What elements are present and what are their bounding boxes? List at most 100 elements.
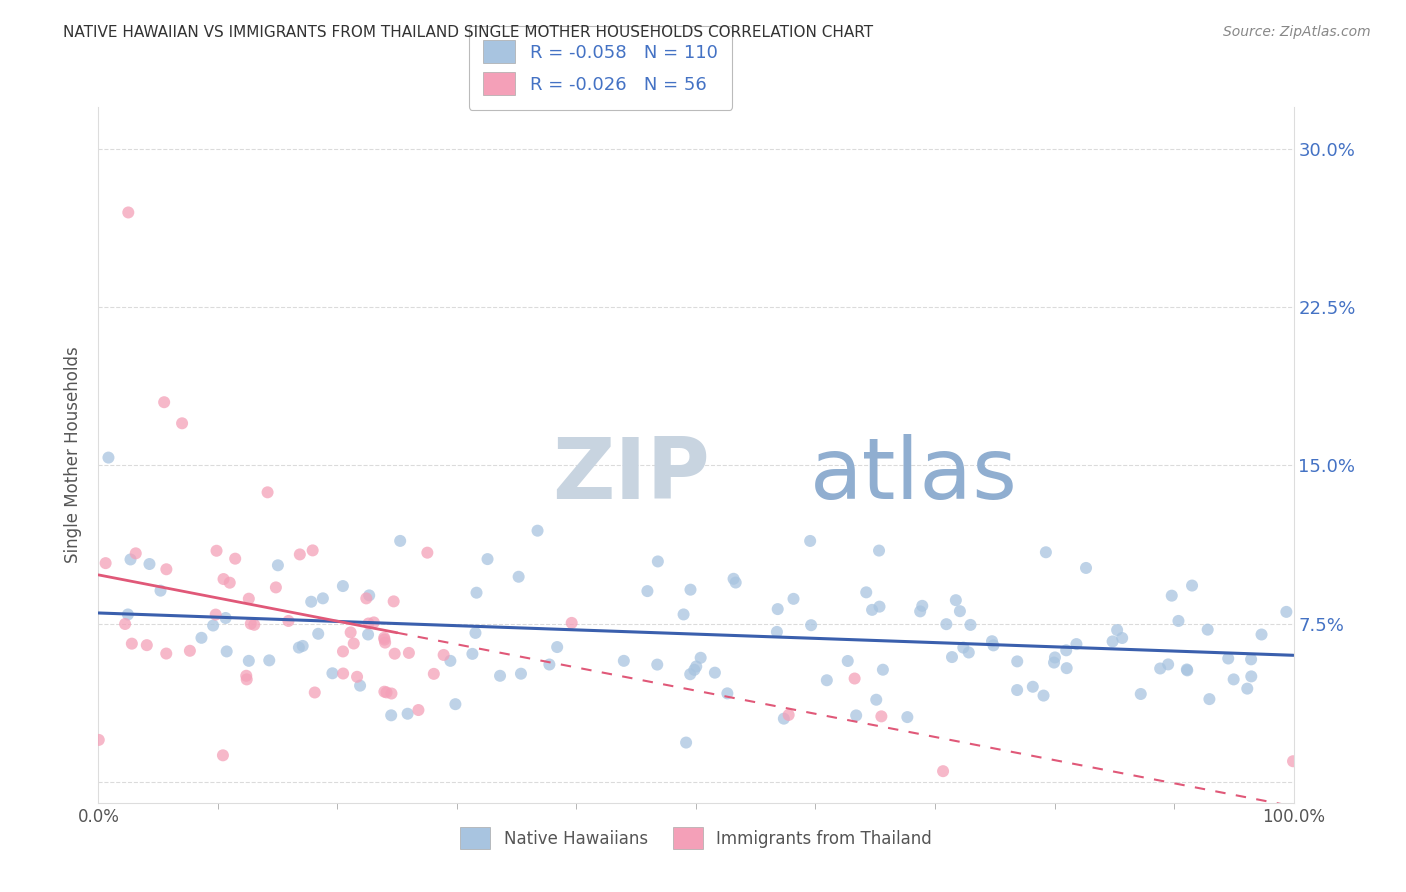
Point: [356, 591, 378, 606]
Point: [389, 533, 412, 548]
Point: [561, 615, 583, 630]
Point: [396, 706, 419, 721]
Point: [959, 618, 981, 632]
Point: [343, 636, 366, 650]
Point: [444, 697, 467, 711]
Point: [1236, 681, 1258, 696]
Point: [773, 712, 796, 726]
Point: [312, 591, 335, 606]
Point: [778, 708, 800, 723]
Point: [1197, 623, 1219, 637]
Point: [357, 627, 380, 641]
Point: [332, 579, 354, 593]
Point: [679, 582, 702, 597]
Point: [689, 650, 711, 665]
Point: [373, 632, 395, 647]
Point: [212, 572, 235, 586]
Point: [384, 647, 406, 661]
Point: [423, 666, 446, 681]
Point: [339, 625, 361, 640]
Point: [190, 631, 212, 645]
Point: [301, 543, 323, 558]
Point: [332, 644, 354, 658]
Point: [941, 650, 963, 665]
Point: [1022, 680, 1045, 694]
Point: [647, 554, 669, 568]
Point: [860, 603, 883, 617]
Point: [461, 647, 484, 661]
Point: [952, 640, 974, 655]
Point: [267, 558, 290, 573]
Point: [766, 624, 789, 639]
Point: [1054, 643, 1077, 657]
Point: [1043, 656, 1066, 670]
Point: [205, 543, 228, 558]
Point: [1111, 631, 1133, 645]
Point: [138, 557, 160, 571]
Point: [1149, 661, 1171, 675]
Point: [683, 663, 706, 677]
Point: [374, 635, 396, 649]
Point: [439, 654, 461, 668]
Point: [346, 670, 368, 684]
Point: [117, 607, 139, 622]
Point: [373, 631, 395, 645]
Point: [1181, 578, 1204, 592]
Point: [636, 584, 658, 599]
Point: [1074, 561, 1097, 575]
Point: [945, 593, 967, 607]
Point: [685, 659, 707, 673]
Point: [526, 524, 548, 538]
Point: [868, 543, 890, 558]
Point: [1005, 654, 1028, 668]
Point: [1175, 664, 1198, 678]
Point: [1032, 689, 1054, 703]
Point: [94, 556, 117, 570]
Point: [349, 679, 371, 693]
Point: [380, 708, 402, 723]
Point: [1129, 687, 1152, 701]
Point: [359, 588, 381, 602]
Point: [1282, 754, 1305, 768]
Point: [224, 551, 246, 566]
Point: [935, 617, 957, 632]
Point: [844, 672, 866, 686]
Point: [288, 548, 311, 562]
Point: [172, 417, 194, 431]
Point: [243, 617, 266, 632]
Point: [613, 654, 636, 668]
Point: [1167, 614, 1189, 628]
Point: [235, 673, 257, 687]
Point: [373, 684, 395, 698]
Point: [1066, 637, 1088, 651]
Point: [865, 692, 887, 706]
Point: [214, 611, 236, 625]
Point: [135, 638, 157, 652]
Point: [1240, 669, 1263, 683]
Point: [155, 647, 177, 661]
Point: [238, 591, 260, 606]
Point: [212, 748, 235, 763]
Point: [288, 640, 311, 655]
Point: [1160, 589, 1182, 603]
Point: [321, 666, 343, 681]
Point: [510, 666, 533, 681]
Point: [375, 685, 398, 699]
Point: [464, 626, 486, 640]
Point: [125, 546, 148, 560]
Point: [872, 663, 894, 677]
Point: [149, 583, 172, 598]
Point: [304, 685, 326, 699]
Point: [1218, 651, 1240, 665]
Point: [97, 450, 120, 465]
Point: [703, 665, 725, 680]
Point: [869, 599, 891, 614]
Point: [416, 546, 439, 560]
Point: [357, 616, 380, 631]
Point: [235, 669, 257, 683]
Point: [1240, 652, 1263, 666]
Point: [1175, 663, 1198, 677]
Point: [202, 618, 225, 632]
Point: [1107, 623, 1129, 637]
Text: atlas: atlas: [810, 434, 1018, 517]
